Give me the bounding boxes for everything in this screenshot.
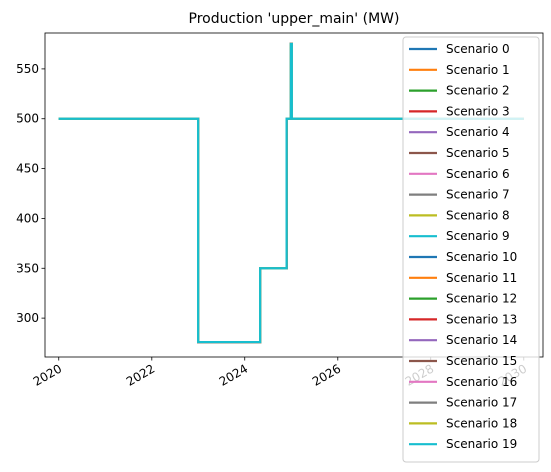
legend-label: Scenario 10: [446, 250, 517, 264]
legend-label: Scenario 4: [446, 125, 510, 139]
legend-label: Scenario 0: [446, 42, 510, 56]
legend-label: Scenario 5: [446, 146, 510, 160]
legend-label: Scenario 12: [446, 292, 517, 306]
y-tick-label: 450: [16, 162, 39, 176]
legend-label: Scenario 1: [446, 63, 510, 77]
legend-box: [402, 36, 540, 463]
legend-label: Scenario 7: [446, 188, 510, 202]
plot-frame: [44, 32, 544, 358]
y-axis: 300 350 400 450 500 550: [16, 62, 45, 325]
legend-label: Scenario 17: [446, 396, 517, 410]
y-tick-label: 550: [16, 62, 39, 76]
legend-label: Scenario 15: [446, 354, 517, 368]
legend-label: Scenario 11: [446, 271, 517, 285]
y-tick-label: 350: [16, 261, 39, 275]
legend-label: Scenario 13: [446, 312, 517, 326]
legend-label: Scenario 16: [446, 375, 517, 389]
series-line: [58, 42, 524, 344]
y-tick-label: 500: [16, 112, 39, 126]
legend-label: Scenario 14: [446, 333, 517, 347]
y-tick-label: 400: [16, 211, 39, 225]
legend-label: Scenario 3: [446, 104, 510, 118]
legend-label: Scenario 6: [446, 167, 510, 181]
legend-label: Scenario 2: [446, 84, 510, 98]
legend-label: Scenario 18: [446, 416, 517, 430]
legend[interactable]: Scenario 0 Scenario 1 Scenario 2 Scenario 3…: [402, 36, 540, 463]
legend-label: Scenario 9: [446, 229, 510, 243]
legend-label: Scenario 19: [446, 437, 517, 451]
legend-label: Scenario 8: [446, 208, 510, 222]
chart-title: Production 'upper_main' (MW): [189, 11, 400, 27]
series-layer: [58, 42, 524, 344]
y-tick-label: 300: [16, 311, 39, 325]
